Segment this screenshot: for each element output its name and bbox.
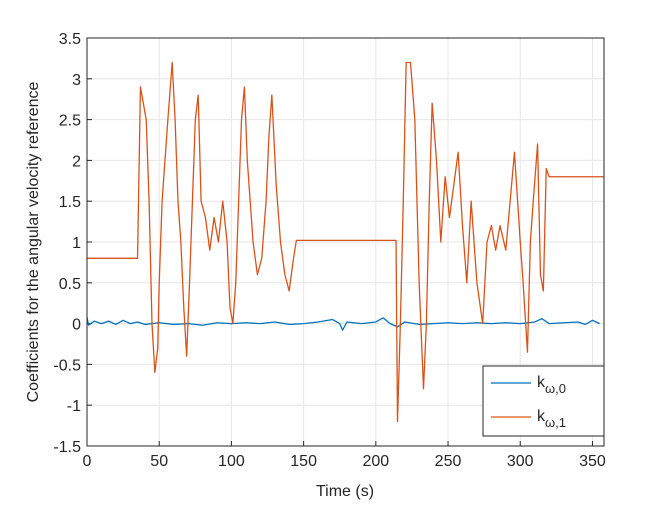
x-tick-label: 0 (83, 453, 92, 470)
legend-label: kω,0 (537, 374, 566, 396)
legend-subscript: ω,0 (545, 381, 566, 396)
x-tick-label: 200 (362, 453, 389, 470)
x-tick-label: 50 (150, 453, 168, 470)
x-tick-label: 250 (435, 453, 462, 470)
y-tick-label: 1.5 (59, 194, 81, 211)
y-tick-label: 1 (72, 235, 81, 252)
y-tick-label: -1 (67, 398, 81, 415)
legend-box (482, 365, 605, 437)
y-tick-label: 0.5 (59, 276, 81, 293)
y-tick-label: 2.5 (59, 113, 81, 130)
x-tick-label: 100 (218, 453, 245, 470)
y-tick-label: 2 (72, 153, 81, 170)
x-axis-label: Time (s) (316, 483, 374, 500)
x-tick-label: 150 (290, 453, 317, 470)
x-tick-label: 300 (507, 453, 534, 470)
y-tick-label: 3.5 (59, 31, 81, 48)
legend-label: kω,1 (537, 408, 566, 430)
y-tick-label: 3 (72, 72, 81, 89)
data-line (86, 316, 600, 331)
y-tick-label: -1.5 (53, 439, 81, 456)
y-axis-label: Coefficients for the angular velocity re… (25, 82, 42, 403)
y-tick-label: -0.5 (53, 357, 81, 374)
legend-name: k (537, 374, 546, 391)
plot-frame (86, 37, 605, 447)
legend-name: k (537, 408, 546, 425)
legend: kω,0kω,1 (482, 365, 605, 437)
x-tick-label: 350 (579, 453, 606, 470)
y-tick-label: 0 (72, 317, 81, 334)
data-line (87, 61, 604, 423)
legend-subscript: ω,1 (545, 415, 566, 430)
